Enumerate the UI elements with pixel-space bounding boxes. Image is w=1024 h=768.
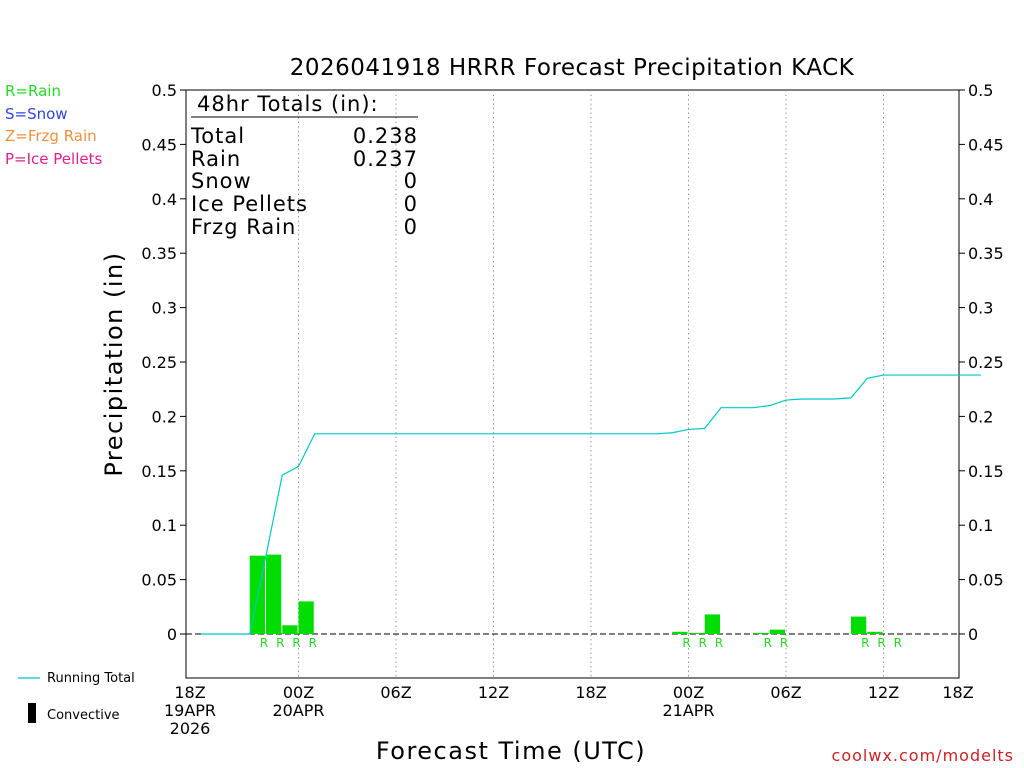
x-tick-label: 18Z — [942, 683, 973, 702]
x-tick-label: 21APR — [662, 701, 714, 720]
x-tick-label: 18Z — [575, 683, 606, 702]
y-tick-label-right: 0.15 — [968, 462, 1004, 481]
precip-bar — [672, 631, 688, 634]
totals-label-total: Total — [190, 124, 245, 148]
convective-legend-label: Convective — [47, 708, 120, 723]
y-tick-label-right: 0.45 — [968, 135, 1004, 154]
y-tick-label-left: 0.35 — [141, 244, 177, 263]
running-total-line — [201, 374, 981, 635]
x-tick-label: 00Z — [283, 683, 314, 702]
precip-type-label: R — [715, 636, 723, 650]
totals-value-ice-pellets: 0 — [404, 192, 418, 216]
y-tick-label-left: 0.1 — [152, 516, 177, 535]
y-tick-marks — [180, 89, 965, 635]
y-tick-label-left: 0.5 — [152, 81, 177, 100]
vertical-gridlines — [298, 90, 884, 678]
totals-label-snow: Snow — [191, 169, 252, 193]
x-axis-label: Forecast Time (UTC) — [376, 737, 646, 765]
precip-bar — [769, 629, 785, 634]
precip-bar — [753, 632, 769, 634]
x-tick-label: 20APR — [272, 701, 324, 720]
y-tick-label-left: 0.3 — [152, 299, 177, 318]
totals-label-frzg-rain: Frzg Rain — [191, 215, 296, 239]
y-tick-label-right: 0.25 — [968, 353, 1004, 372]
y-tick-label-left: 0.05 — [141, 571, 177, 590]
key-snow: S=Snow — [5, 105, 68, 123]
y-tick-label-right: 0.4 — [968, 190, 993, 209]
key-rain: R=Rain — [5, 82, 61, 100]
x-tick-label: 12Z — [868, 683, 899, 702]
precip-type-label: R — [309, 636, 317, 650]
precip-type-label: R — [260, 636, 268, 650]
precip-type-label: R — [699, 636, 707, 650]
key-frzg-rain: Z=Frzg Rain — [5, 127, 97, 145]
y-axis-label: Precipitation (in) — [100, 251, 128, 476]
precip-type-label: R — [292, 636, 300, 650]
y-tick-label-right: 0 — [968, 625, 978, 644]
precip-type-label: R — [780, 636, 788, 650]
precip-type-label: R — [764, 636, 772, 650]
y-tick-label-left: 0.25 — [141, 353, 177, 372]
precip-bar — [266, 554, 282, 634]
x-tick-label: 06Z — [770, 683, 801, 702]
precip-bars — [249, 554, 883, 634]
x-tick-label: 06Z — [380, 683, 411, 702]
totals-label-ice-pellets: Ice Pellets — [191, 192, 308, 216]
running-total-legend-label: Running Total — [47, 671, 135, 686]
y-tick-labels-left: 0 0.05 0.1 0.15 0.2 0.25 0.3 0.35 0.4 0.45 0.5 — [141, 81, 177, 644]
precip-bar — [298, 601, 314, 634]
precip-bar — [688, 632, 704, 634]
precip-bar — [851, 616, 867, 634]
precip-bar — [282, 625, 298, 634]
bottom-legend: Running Total Convective — [18, 671, 135, 723]
x-tick-label: 19APR — [164, 701, 216, 720]
precip-type-label: R — [894, 636, 902, 650]
totals-label-rain: Rain — [191, 147, 241, 171]
precip-type-label: R — [861, 636, 869, 650]
y-tick-label-left: 0.4 — [152, 190, 177, 209]
totals-value-total: 0.238 — [353, 124, 418, 148]
precip-type-label: R — [877, 636, 885, 650]
y-tick-label-left: 0 — [167, 625, 177, 644]
y-tick-label-left: 0.2 — [152, 407, 177, 426]
precip-type-label: R — [682, 636, 690, 650]
totals-value-frzg-rain: 0 — [404, 215, 418, 239]
x-tick-label: 2026 — [170, 719, 211, 738]
totals-value-rain: 0.237 — [353, 147, 418, 171]
x-tick-label: 12Z — [478, 683, 509, 702]
precip-bar — [867, 631, 883, 634]
convective-legend-swatch — [28, 703, 36, 723]
totals-heading: 48hr Totals (in): — [197, 92, 379, 116]
y-tick-label-right: 0.5 — [968, 81, 993, 100]
credit-link[interactable]: coolwx.com/modelts — [832, 746, 1014, 765]
plot-frame — [185, 89, 960, 679]
precip-type-label: R — [276, 636, 284, 650]
y-tick-label-left: 0.15 — [141, 462, 177, 481]
chart-title: 2026041918 HRRR Forecast Precipitation K… — [290, 55, 855, 81]
y-tick-label-right: 0.1 — [968, 516, 993, 535]
y-tick-label-left: 0.45 — [141, 135, 177, 154]
y-tick-label-right: 0.2 — [968, 407, 993, 426]
y-tick-label-right: 0.05 — [968, 571, 1004, 590]
y-tick-labels-right: 0 0.05 0.1 0.15 0.2 0.25 0.3 0.35 0.4 0.45 0.5 — [968, 81, 1004, 644]
totals-box: 48hr Totals (in): Total 0.238 Rain 0.237… — [190, 92, 418, 239]
y-tick-label-right: 0.3 — [968, 299, 993, 318]
x-tick-label: 00Z — [673, 683, 704, 702]
y-tick-label-right: 0.35 — [968, 244, 1004, 263]
key-ice-pellets: P=Ice Pellets — [5, 150, 102, 168]
precip-type-key: R=Rain S=Snow Z=Frzg Rain P=Ice Pellets — [5, 82, 102, 168]
precip-bar — [704, 614, 720, 634]
x-tick-label: 18Z — [174, 683, 205, 702]
totals-value-snow: 0 — [404, 169, 418, 193]
